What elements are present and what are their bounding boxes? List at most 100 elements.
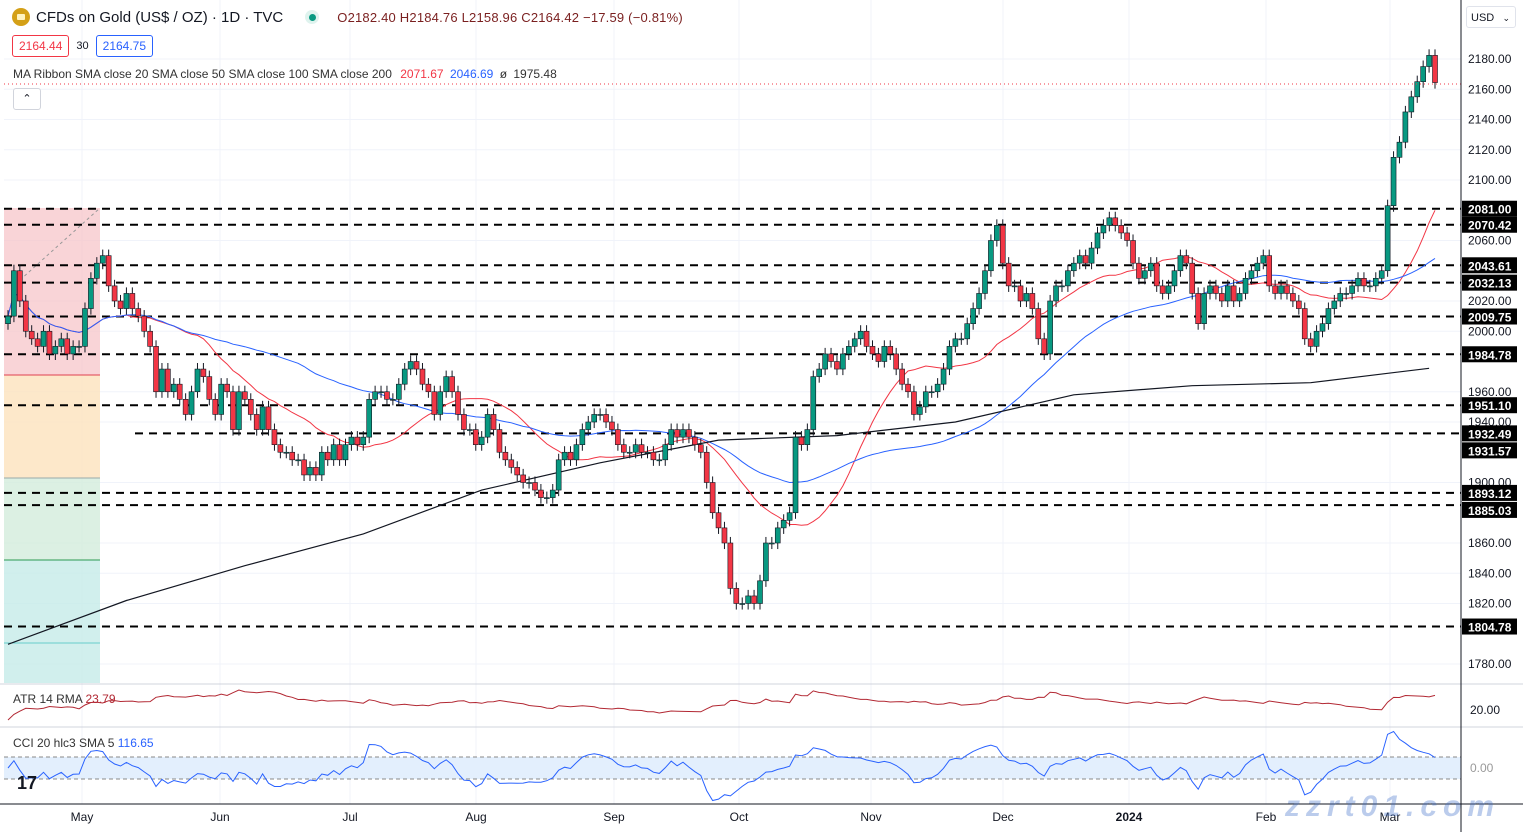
- candle: [212, 399, 219, 415]
- candle: [934, 383, 941, 393]
- candle: [1029, 293, 1036, 309]
- candle: [395, 383, 402, 400]
- candle: [147, 330, 153, 347]
- x-tick-label: 2024: [1116, 810, 1143, 824]
- level-tag: [1462, 346, 1517, 363]
- candle: [857, 330, 864, 340]
- candle: [176, 383, 183, 400]
- low-value: L2158.96: [461, 9, 518, 25]
- candle: [1325, 308, 1332, 324]
- candle: [17, 270, 23, 302]
- candle: [532, 482, 538, 491]
- candle: [526, 482, 532, 484]
- candle: [911, 391, 917, 415]
- candle: [591, 414, 597, 423]
- candle: [467, 429, 473, 431]
- candle: [508, 459, 515, 468]
- candle: [632, 444, 639, 453]
- candle: [1230, 285, 1237, 302]
- sma20-line: [7, 210, 1436, 526]
- candle: [348, 436, 355, 445]
- currency-select[interactable]: USD ⌄: [1466, 6, 1516, 28]
- candle: [336, 444, 343, 461]
- candle: [899, 368, 905, 385]
- candle: [1082, 255, 1089, 264]
- sma20-value: 2071.67: [400, 67, 444, 81]
- candle: [786, 512, 793, 521]
- candle: [289, 451, 296, 461]
- sell-button[interactable]: 2164.44: [12, 35, 70, 57]
- gold-icon: [12, 8, 30, 26]
- support-resistance-lines: [4, 207, 1461, 628]
- candle: [662, 444, 669, 461]
- candle: [366, 399, 372, 438]
- collapse-legend-button[interactable]: ⌃: [13, 88, 41, 110]
- level-tag-text: 1893.12: [1468, 487, 1512, 501]
- candle: [265, 406, 272, 430]
- atr-value: 23.79: [85, 692, 116, 706]
- atr-path: [7, 689, 1436, 721]
- candle: [242, 391, 248, 400]
- candle: [863, 330, 870, 347]
- level-tag-text: 1951.10: [1468, 399, 1512, 413]
- bid-ask: 2164.44 30 2164.75: [12, 35, 154, 57]
- candle: [733, 588, 740, 604]
- y-tick-label: 2100.00: [1468, 173, 1512, 187]
- level-tag-text: 2009.75: [1468, 311, 1512, 325]
- candle: [271, 429, 278, 445]
- market-status-icon[interactable]: [305, 10, 320, 24]
- currency-label: USD: [1471, 12, 1495, 24]
- tradingview-logo[interactable]: 17: [17, 773, 38, 793]
- candle: [638, 444, 645, 453]
- ma-ribbon-legend[interactable]: MA Ribbon SMA close 20 SMA close 50 SMA …: [13, 67, 557, 81]
- candle: [1349, 285, 1355, 294]
- level-tag-text: 2081.00: [1468, 203, 1512, 217]
- candle: [644, 451, 651, 454]
- symbol-title[interactable]: CFDs on Gold (US$ / OZ) · 1D · TVC: [36, 8, 284, 26]
- candle: [384, 391, 390, 400]
- candle: [573, 444, 580, 461]
- candle: [999, 225, 1006, 264]
- candle: [64, 338, 71, 355]
- candle: [1242, 278, 1249, 294]
- level-tag-text: 1885.03: [1468, 504, 1512, 518]
- candle: [976, 293, 982, 309]
- candle: [224, 383, 230, 393]
- candle: [390, 399, 396, 401]
- level-tag: [1462, 397, 1517, 414]
- buy-button[interactable]: 2164.75: [95, 35, 154, 57]
- time-axis[interactable]: May Jun Jul Aug Sep Oct Nov Dec 2024 Feb Mar: [71, 810, 1401, 824]
- candle: [579, 429, 586, 445]
- candle: [816, 368, 822, 377]
- candle: [1408, 96, 1415, 113]
- candle: [1189, 262, 1196, 294]
- candle: [751, 595, 757, 604]
- level-tag: [1462, 200, 1517, 217]
- candle: [1011, 285, 1018, 288]
- candle: [425, 383, 432, 393]
- candle: [763, 542, 769, 582]
- candle: [1319, 323, 1326, 332]
- candle: [1313, 330, 1320, 347]
- price-axis[interactable]: 2180.00 2160.00 2140.00 2120.00 2100.00 2060.…: [1468, 52, 1512, 671]
- cci-legend[interactable]: CCI 20 hlc3 SMA 5 116.65: [13, 736, 154, 750]
- candle: [549, 489, 556, 498]
- candle: [1236, 293, 1243, 302]
- candle: [1124, 232, 1130, 241]
- candle: [478, 436, 485, 445]
- candle: [721, 527, 728, 544]
- candle: [946, 346, 953, 370]
- candle: [757, 580, 763, 604]
- atr-legend[interactable]: ATR 14 RMA 23.79: [13, 692, 116, 706]
- level-tag: [1462, 308, 1517, 325]
- candle: [851, 338, 858, 347]
- cci-line: [7, 730, 1436, 802]
- candle: [295, 459, 301, 462]
- candle: [52, 346, 59, 355]
- candle: [188, 391, 195, 415]
- candle: [1290, 293, 1296, 302]
- candle: [159, 368, 165, 393]
- y-tick-label: 2000.00: [1468, 324, 1512, 338]
- y-tick-label: 1960.00: [1468, 385, 1512, 399]
